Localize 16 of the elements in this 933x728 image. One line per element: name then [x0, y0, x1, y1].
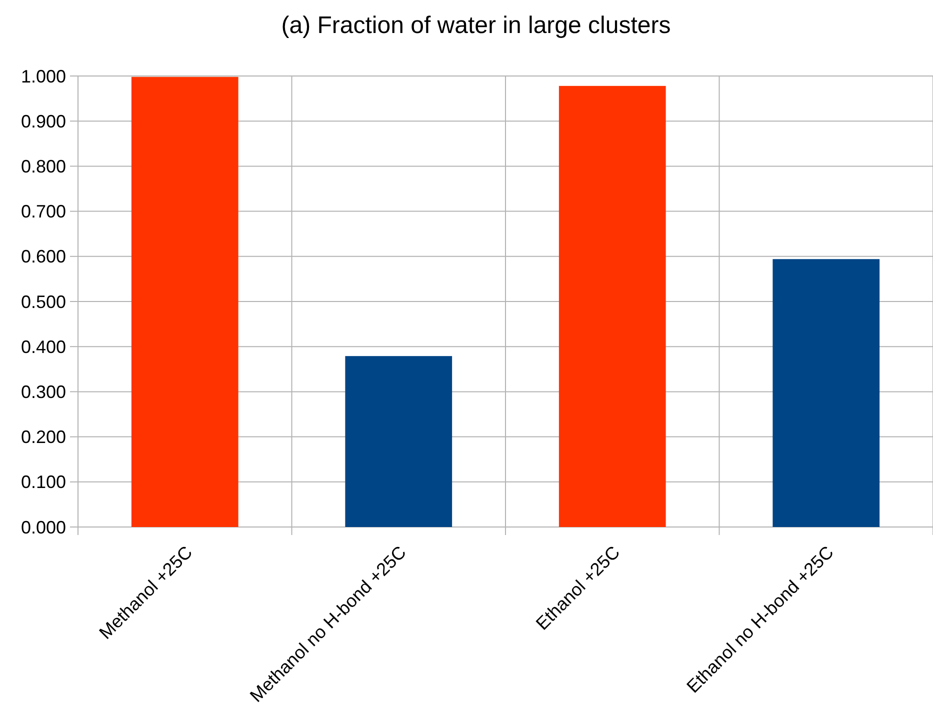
y-tick-label: 0.200	[20, 427, 66, 448]
y-tick-label: 0.600	[20, 246, 66, 267]
y-tick-label: 1.000	[20, 66, 66, 86]
y-tick-label: 0.700	[20, 202, 66, 222]
bar	[558, 86, 666, 527]
bar	[131, 76, 238, 527]
y-tick-label: 0.500	[20, 292, 66, 312]
y-tick-label: 0.000	[20, 517, 66, 538]
y-tick-label: 0.800	[20, 156, 66, 176]
y-tick-label: 0.900	[20, 111, 66, 132]
y-tick-label: 0.300	[20, 382, 66, 402]
bar	[345, 356, 452, 527]
y-tick-label: 0.100	[20, 472, 66, 492]
y-tick-label: 0.400	[20, 336, 66, 357]
chart-title: (a) Fraction of water in large clusters	[281, 12, 671, 39]
bar	[772, 259, 880, 527]
